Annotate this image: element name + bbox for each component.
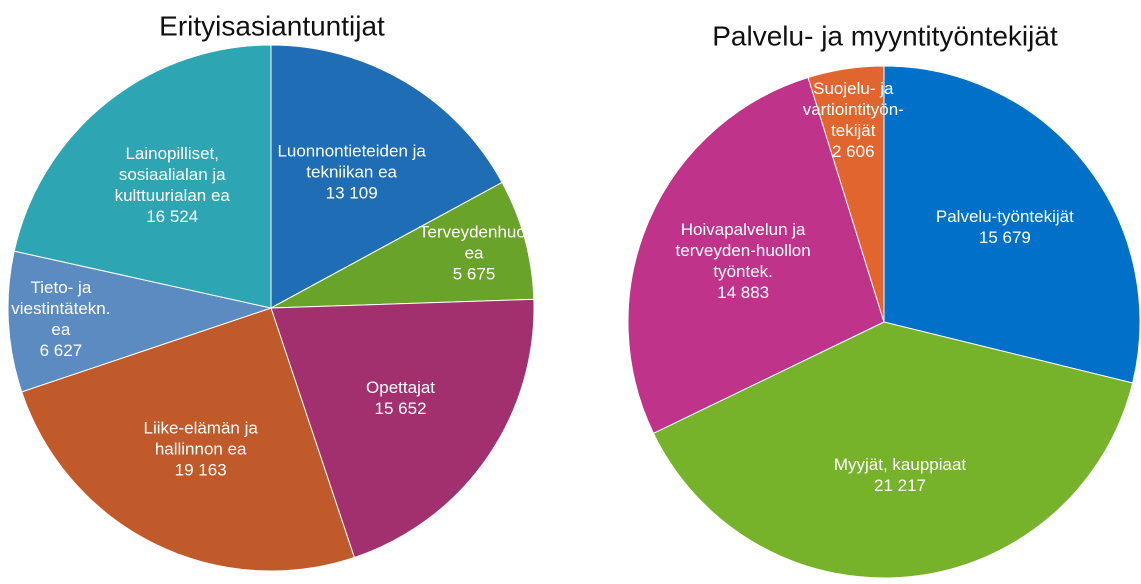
- slice-label: Suojelu- ja vartiointityön-tekijät 2 606: [798, 78, 908, 162]
- value-label: 5 675: [452, 264, 496, 284]
- category-label: Luonnontieteiden ja tekniikan ea: [277, 141, 426, 182]
- value-label: 19 163: [174, 460, 227, 480]
- value-label: 14 883: [717, 282, 770, 302]
- pie-slice: [7, 250, 273, 393]
- pie-slice: [270, 298, 535, 559]
- pie-slice: [21, 307, 355, 572]
- value-label: 15 652: [374, 399, 427, 419]
- chart-title: Erityisasiantuntijat: [159, 10, 385, 41]
- category-label: Lainopilliset, sosiaalialan ja kulttuuri…: [114, 143, 230, 205]
- category-label: Palvelu-työntekijät: [935, 207, 1074, 227]
- slice-label: Hoivapalvelun ja terveyden-huollon työnt…: [668, 219, 818, 303]
- value-label: 6 627: [39, 341, 83, 361]
- value-label: 16 524: [146, 206, 199, 226]
- category-label: Myyjät, kauppiaat: [833, 454, 967, 474]
- category-label: Terveydenhuollon ea: [419, 222, 553, 263]
- category-label: Liike-elämän ja hallinnon ea: [143, 418, 258, 459]
- category-label: Opettajat: [366, 378, 436, 398]
- slice-label: Terveydenhuollon ea 5 675: [419, 221, 553, 284]
- chart-title: Palvelu- ja myyntityöntekijät: [712, 20, 1058, 51]
- pie-slice: [13, 44, 272, 309]
- slice-label: Palvelu-työntekijät 15 679: [930, 206, 1080, 248]
- slice-label: Lainopilliset, sosiaalialan ja kulttuuri…: [97, 143, 247, 227]
- pie-slice: [807, 65, 885, 323]
- pie-slice: [270, 44, 503, 309]
- pie-slice: [270, 181, 535, 309]
- slice-label: Myyjät, kauppiaat 21 217: [825, 454, 975, 496]
- category-label: Tieto- ja viestintätekn. ea: [11, 278, 111, 340]
- value-label: 15 679: [978, 228, 1031, 248]
- pie-slice: [883, 65, 1141, 384]
- value-label: 21 217: [874, 475, 927, 495]
- value-label: 13 109: [325, 183, 378, 203]
- pie-slice: [652, 321, 1134, 579]
- slice-label: Luonnontieteiden ja tekniikan ea 13 109: [277, 141, 427, 204]
- category-label: Suojelu- ja vartiointityön-tekijät: [802, 78, 904, 140]
- slice-label: Opettajat 15 652: [326, 377, 476, 419]
- category-label: Hoivapalvelun ja terveyden-huollon työnt…: [675, 219, 811, 281]
- slice-label: Liike-elämän ja hallinnon ea 19 163: [126, 418, 276, 481]
- slice-label: Tieto- ja viestintätekn. ea 6 627: [6, 277, 116, 361]
- pie-slice: [627, 76, 885, 434]
- value-label: 2 606: [832, 141, 875, 161]
